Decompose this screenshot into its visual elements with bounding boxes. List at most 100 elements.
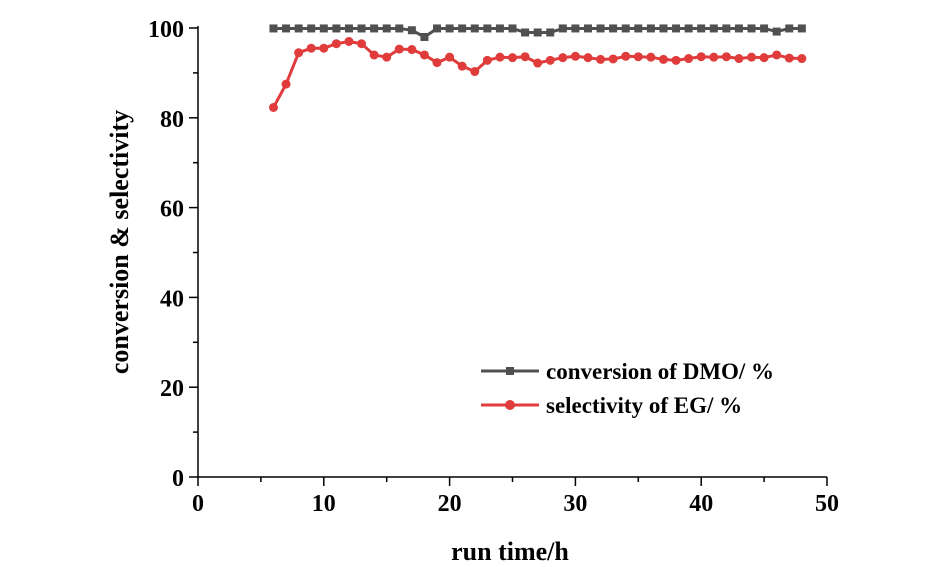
data-point bbox=[785, 24, 794, 33]
data-point bbox=[609, 24, 618, 33]
data-point bbox=[621, 24, 630, 33]
data-point bbox=[508, 53, 517, 63]
data-point bbox=[659, 24, 668, 33]
data-point bbox=[382, 52, 392, 62]
data-point bbox=[684, 24, 693, 33]
data-point bbox=[294, 48, 304, 58]
x-ticks: 0 10 20 30 40 50 bbox=[192, 477, 839, 517]
y-tick-label: 60 bbox=[160, 197, 184, 223]
data-point bbox=[294, 24, 303, 33]
data-point bbox=[545, 55, 555, 65]
data-point bbox=[583, 53, 593, 63]
data-point bbox=[495, 52, 505, 62]
data-point bbox=[332, 24, 341, 33]
data-point bbox=[558, 53, 568, 63]
data-point bbox=[546, 28, 555, 37]
data-point bbox=[533, 28, 542, 37]
data-point bbox=[268, 102, 278, 112]
data-point bbox=[269, 24, 278, 33]
x-tick-label: 0 bbox=[192, 491, 204, 517]
data-point bbox=[558, 24, 567, 33]
data-point bbox=[483, 24, 492, 33]
series-line bbox=[272, 39, 802, 109]
data-point bbox=[458, 24, 467, 33]
y-tick-label: 40 bbox=[160, 286, 184, 312]
data-point bbox=[520, 52, 530, 62]
data-point bbox=[433, 24, 442, 33]
data-point bbox=[281, 79, 291, 89]
data-point bbox=[722, 24, 731, 33]
data-point bbox=[331, 39, 341, 49]
data-point bbox=[420, 32, 429, 41]
data-point bbox=[658, 54, 668, 64]
data-point bbox=[571, 24, 580, 33]
data-point bbox=[521, 28, 530, 37]
y-tick-label: 0 bbox=[172, 466, 184, 492]
data-point bbox=[747, 24, 756, 33]
data-point bbox=[370, 24, 379, 33]
data-point bbox=[470, 67, 480, 77]
data-point bbox=[445, 52, 455, 62]
x-tick-label: 50 bbox=[815, 491, 839, 517]
y-tick-label: 100 bbox=[148, 17, 184, 43]
data-point bbox=[646, 52, 656, 62]
legend: conversion of DMO/ % selectivity of EG/ … bbox=[481, 359, 774, 418]
x-tick-label: 40 bbox=[689, 491, 713, 517]
data-point bbox=[570, 51, 580, 61]
data-point bbox=[457, 61, 467, 71]
data-point bbox=[696, 52, 706, 62]
data-point bbox=[608, 54, 618, 64]
data-point bbox=[797, 54, 807, 64]
data-point bbox=[306, 43, 316, 53]
data-point bbox=[495, 24, 504, 33]
series-selectivity bbox=[268, 36, 807, 112]
legend-marker-conversion bbox=[506, 367, 514, 375]
data-point bbox=[721, 52, 731, 62]
data-point bbox=[760, 24, 769, 33]
y-ticks: 0 20 40 60 80 100 bbox=[148, 17, 198, 492]
x-axis-title: run time/h bbox=[451, 537, 569, 566]
data-point bbox=[357, 39, 367, 49]
data-point bbox=[432, 58, 442, 68]
data-point bbox=[633, 52, 643, 62]
data-point bbox=[709, 52, 719, 62]
x-tick-label: 10 bbox=[312, 491, 336, 517]
data-point bbox=[369, 50, 379, 60]
data-point bbox=[784, 53, 794, 63]
data-point bbox=[508, 24, 517, 33]
data-point bbox=[634, 24, 643, 33]
data-point bbox=[282, 24, 291, 33]
data-point bbox=[797, 24, 806, 33]
data-point bbox=[319, 43, 329, 53]
data-point bbox=[697, 24, 706, 33]
data-point bbox=[445, 24, 454, 33]
data-point bbox=[357, 24, 366, 33]
data-point bbox=[382, 24, 391, 33]
y-tick-label: 20 bbox=[160, 376, 184, 402]
data-point bbox=[407, 26, 416, 35]
y-axis-title: conversion & selectivity bbox=[105, 110, 134, 374]
data-point bbox=[646, 24, 655, 33]
data-point bbox=[734, 54, 744, 64]
data-point bbox=[470, 24, 479, 33]
data-point bbox=[583, 24, 592, 33]
data-point bbox=[747, 52, 757, 62]
data-point bbox=[533, 58, 543, 68]
data-point bbox=[344, 24, 353, 33]
data-point bbox=[734, 24, 743, 33]
data-point bbox=[395, 24, 404, 33]
data-point bbox=[319, 24, 328, 33]
data-point bbox=[344, 36, 354, 46]
x-tick-label: 20 bbox=[438, 491, 462, 517]
data-point bbox=[307, 24, 316, 33]
data-point bbox=[596, 24, 605, 33]
y-tick-label: 80 bbox=[160, 107, 184, 133]
data-point bbox=[596, 54, 606, 64]
data-point bbox=[684, 54, 694, 64]
data-point bbox=[759, 53, 769, 63]
data-point bbox=[772, 27, 781, 36]
data-point bbox=[621, 51, 631, 61]
data-point bbox=[407, 45, 417, 55]
legend-marker-selectivity bbox=[505, 400, 515, 410]
data-point bbox=[394, 44, 404, 54]
